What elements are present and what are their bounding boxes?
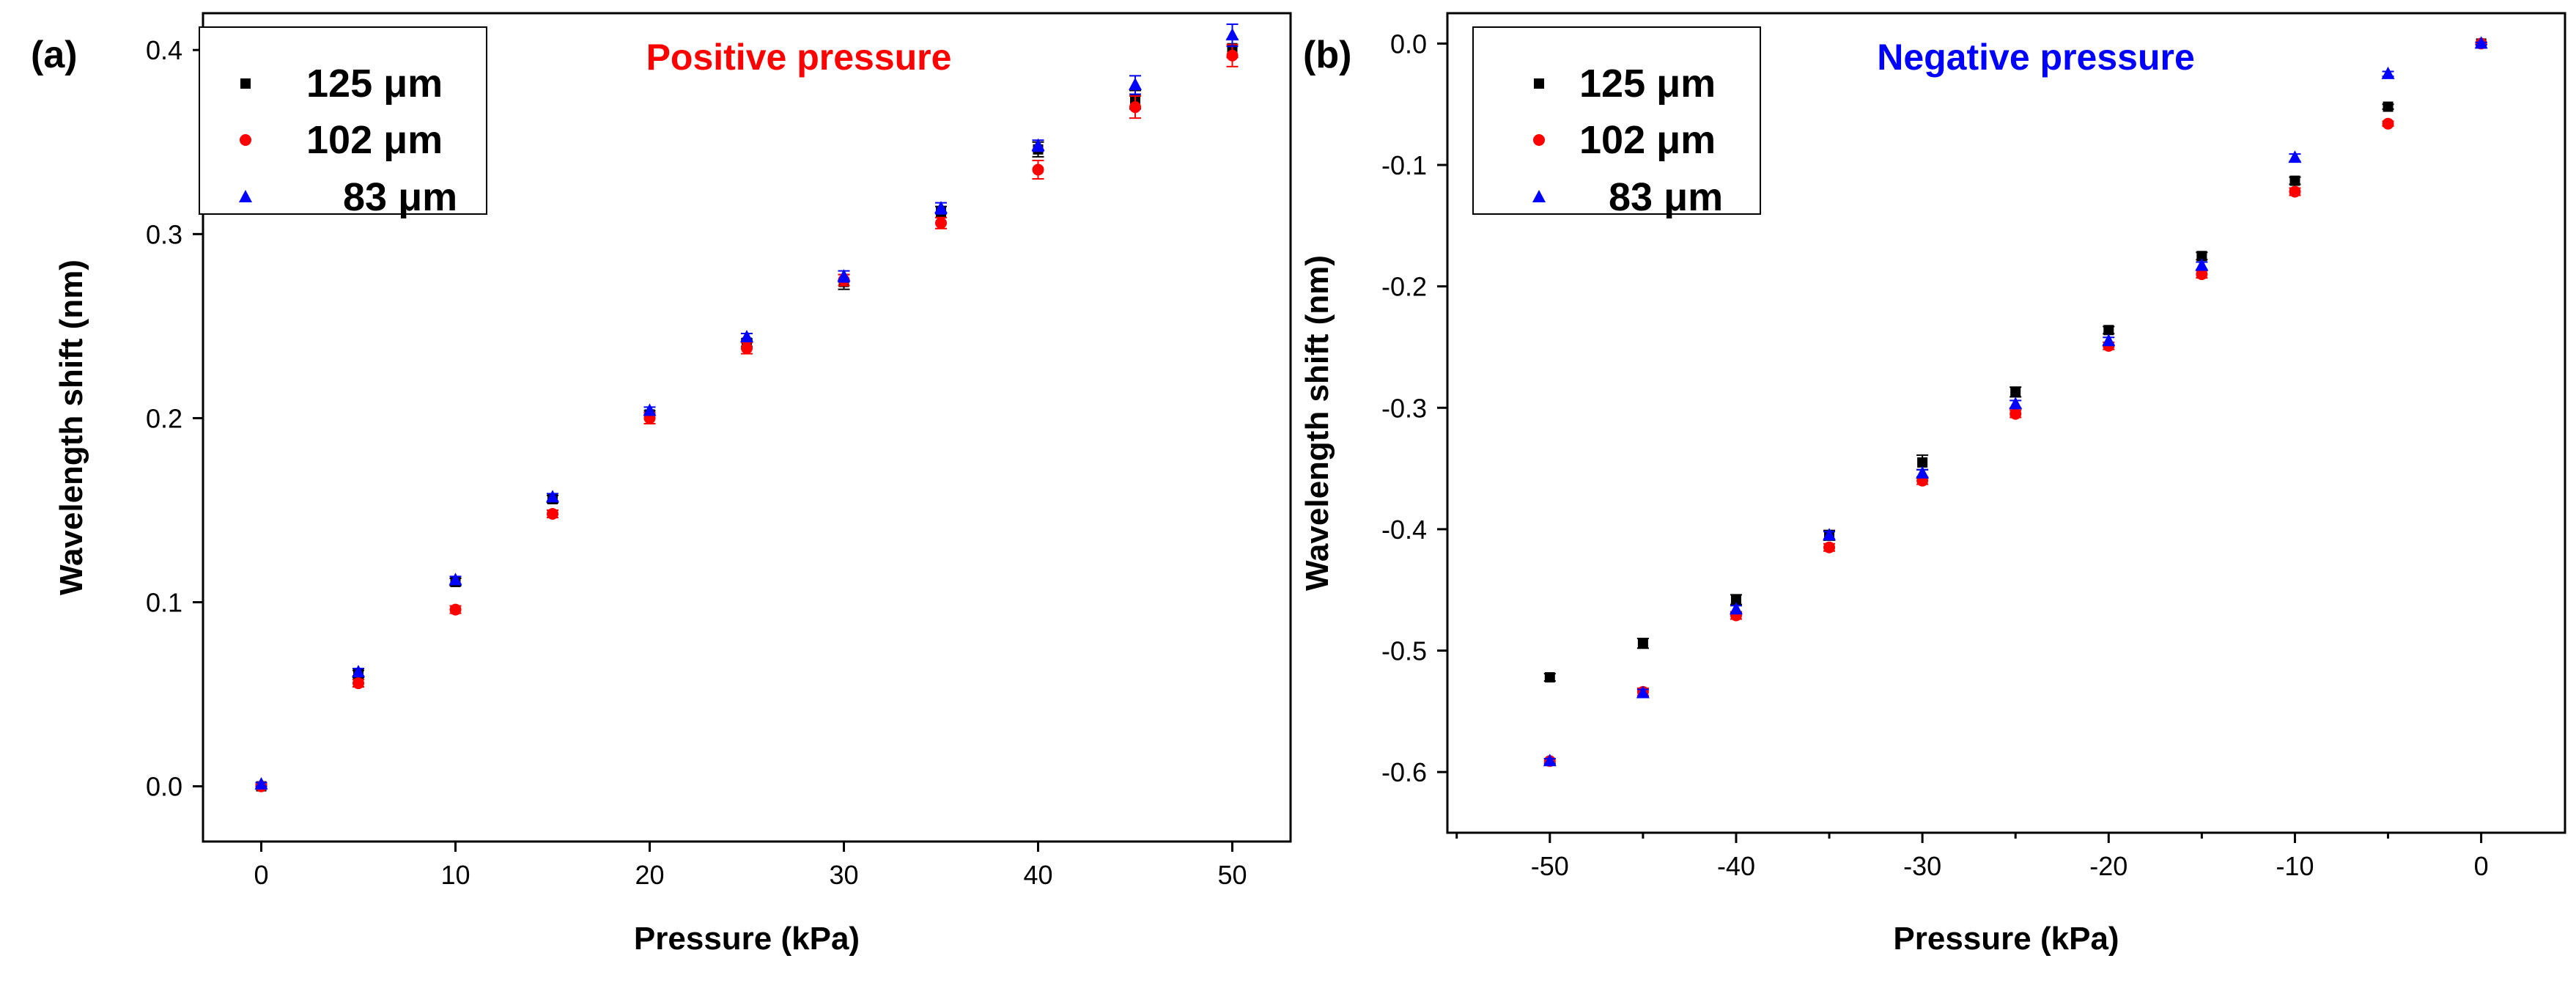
data-point bbox=[2196, 268, 2208, 281]
x-tick-label: 0 bbox=[254, 860, 268, 890]
legend: 125 μm 102 μm 83 μm bbox=[199, 26, 487, 219]
data-point bbox=[934, 201, 948, 214]
panel-b: -50 -40 -30 -20 -10 0 0.0 -0.1 -0.2 -0.3 -0.4 -0.5 -… bbox=[1299, 12, 2566, 957]
x-tick-label: -40 bbox=[1717, 851, 1755, 881]
data-point bbox=[2289, 185, 2301, 198]
data-point bbox=[352, 664, 365, 677]
legend-label: 102 μm bbox=[1579, 118, 1716, 162]
y-tick-label: 0.3 bbox=[146, 219, 182, 249]
plot-title: Positive pressure bbox=[646, 37, 952, 78]
y-axis-title: Wavelength shift (nm) bbox=[53, 259, 89, 595]
data-point bbox=[2009, 408, 2022, 420]
y-tick-label: -0.4 bbox=[1381, 515, 1427, 545]
legend-marker bbox=[1534, 78, 1544, 89]
data-point bbox=[1225, 28, 1239, 41]
series-triangle bbox=[1543, 36, 2488, 767]
legend-marker bbox=[1532, 190, 1546, 202]
x-tick-label: 20 bbox=[635, 860, 664, 890]
x-axis-title: Pressure (kPa) bbox=[634, 921, 860, 957]
data-point bbox=[1637, 638, 1648, 649]
plot-frame bbox=[1446, 12, 2566, 834]
data-point bbox=[1636, 685, 1650, 699]
data-point bbox=[449, 603, 462, 616]
data-point bbox=[1917, 457, 1928, 468]
data-point bbox=[1916, 465, 1930, 479]
data-point bbox=[547, 508, 558, 520]
data-point bbox=[546, 490, 559, 503]
data-point bbox=[837, 269, 851, 282]
data-point bbox=[741, 342, 753, 355]
plot-frame bbox=[202, 12, 1292, 843]
plot-title: Negative pressure bbox=[1877, 37, 2195, 78]
data-point bbox=[1032, 163, 1044, 176]
data-point bbox=[2383, 101, 2394, 112]
legend-marker bbox=[240, 134, 251, 146]
data-point bbox=[1729, 602, 1743, 615]
data-point bbox=[2381, 66, 2395, 79]
data-point bbox=[935, 217, 947, 229]
y-tick-label: 0.0 bbox=[146, 772, 182, 802]
data-point bbox=[2474, 36, 2488, 49]
legend: 125 μm 102 μm 83 μm bbox=[1472, 26, 1761, 219]
x-tick-label: 10 bbox=[440, 860, 470, 890]
legend-label: 125 μm bbox=[306, 62, 443, 106]
legend-marker bbox=[240, 78, 251, 89]
data-point bbox=[1226, 49, 1239, 62]
data-point bbox=[2009, 397, 2023, 410]
x-tick-label: -20 bbox=[2089, 851, 2127, 881]
y-tick-label: -0.5 bbox=[1381, 636, 1427, 666]
panel-a: 0 10 20 30 40 50 0.0 0.1 0.2 0.3 0.4 Pressure (kPa)… bbox=[31, 12, 1292, 957]
panel-label: (b) bbox=[1303, 34, 1351, 76]
data-point bbox=[353, 677, 364, 690]
x-tick-label: -30 bbox=[1903, 851, 1941, 881]
data-point bbox=[740, 329, 753, 342]
y-tick-label: -0.3 bbox=[1381, 393, 1427, 423]
y-tick-label: -0.6 bbox=[1381, 757, 1427, 787]
data-point bbox=[643, 403, 657, 416]
data-point bbox=[1129, 77, 1142, 90]
y-tick-label: 0.1 bbox=[146, 588, 182, 618]
data-point bbox=[1823, 528, 1837, 541]
x-tick-label: -10 bbox=[2276, 851, 2314, 881]
data-point bbox=[2382, 117, 2394, 130]
x-tick-label: -50 bbox=[1531, 851, 1569, 881]
y-tick-label: 0.0 bbox=[1390, 29, 1427, 59]
y-tick-label: 0.4 bbox=[146, 35, 182, 65]
legend-label: 125 μm bbox=[1579, 62, 1716, 106]
legend-marker bbox=[1533, 134, 1545, 146]
data-point bbox=[1544, 671, 1555, 682]
legend-label: 83 μm bbox=[1609, 175, 1723, 219]
data-point bbox=[449, 573, 462, 586]
x-tick-label: 40 bbox=[1023, 860, 1052, 890]
legend-box bbox=[1472, 26, 1761, 215]
data-point bbox=[1129, 101, 1141, 114]
legend-label: 83 μm bbox=[343, 175, 457, 219]
legend-box bbox=[199, 26, 487, 215]
x-tick-label: 0 bbox=[2474, 851, 2489, 881]
data-point bbox=[254, 777, 268, 790]
data-point bbox=[2102, 334, 2116, 347]
y-tick-label: -0.2 bbox=[1381, 272, 1427, 302]
y-tick-label: 0.2 bbox=[146, 403, 182, 433]
y-tick-label: -0.1 bbox=[1381, 150, 1427, 180]
data-point bbox=[2195, 258, 2209, 271]
x-tick-label: 50 bbox=[1217, 860, 1247, 890]
data-point bbox=[1823, 541, 1836, 553]
data-point bbox=[2196, 251, 2207, 262]
panel-label: (a) bbox=[31, 34, 78, 76]
data-point bbox=[2010, 386, 2021, 397]
data-point bbox=[1031, 138, 1045, 151]
series-triangle bbox=[254, 23, 1239, 790]
data-point bbox=[1730, 594, 1741, 605]
y-axis-title: Wavelength shift (nm) bbox=[1299, 255, 1335, 591]
data-point bbox=[1543, 754, 1557, 767]
data-point bbox=[2288, 150, 2302, 163]
x-axis-title: Pressure (kPa) bbox=[1893, 921, 2119, 957]
x-tick-label: 30 bbox=[829, 860, 858, 890]
legend-marker bbox=[239, 190, 252, 202]
data-point bbox=[2289, 175, 2300, 186]
legend-label: 102 μm bbox=[306, 118, 443, 162]
data-point bbox=[2103, 325, 2114, 336]
